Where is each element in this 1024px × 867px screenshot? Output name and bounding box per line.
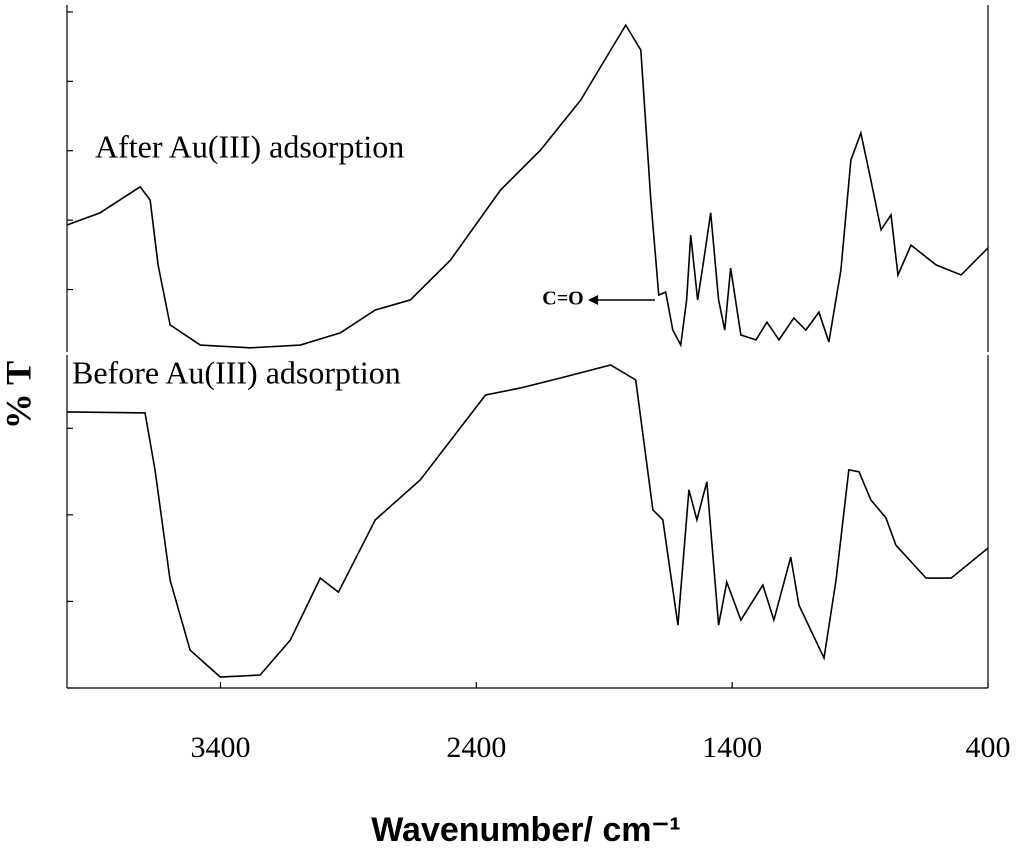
spectrum-line [66,364,989,678]
annotation-arrowhead [588,295,598,305]
x-tick-label: 1400 [702,731,762,764]
x-axis-title: Wavenumber/ cm⁻¹ [371,811,681,849]
annotation: C=O [542,288,583,310]
panel-label: Before Au(III) adsorption [72,354,401,390]
y-axis-title: % T [0,361,38,429]
x-tick-label: 2400 [446,731,506,764]
x-tick-label: 3400 [191,731,251,764]
panel-label: After Au(III) adsorption [95,128,404,164]
spectrum-line [66,23,989,349]
x-tick-label: 400 [966,731,1011,764]
